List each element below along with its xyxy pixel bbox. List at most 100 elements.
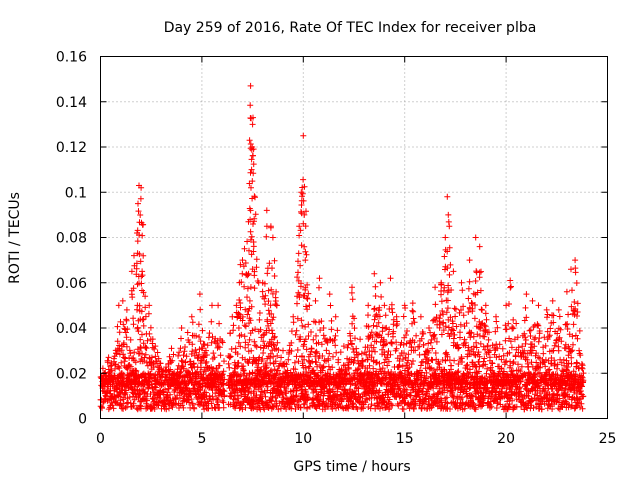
roti-point [406, 364, 413, 371]
roti-point [330, 353, 336, 360]
roti-point [272, 358, 279, 365]
roti-point [305, 321, 312, 328]
roti-point [247, 284, 254, 291]
roti-point [203, 358, 210, 365]
roti-point [136, 251, 143, 258]
roti-point [143, 345, 150, 352]
roti-point [326, 389, 333, 396]
roti-point [316, 403, 323, 410]
roti-point [476, 269, 483, 276]
roti-point [457, 321, 464, 328]
roti-point [247, 102, 254, 109]
roti-point [544, 311, 551, 318]
roti-point [485, 336, 492, 343]
roti-point [236, 405, 243, 412]
roti-point [413, 332, 420, 339]
roti-point [262, 301, 269, 308]
roti-point [329, 364, 336, 371]
roti-point [468, 329, 475, 336]
roti-point [448, 287, 455, 293]
roti-point [410, 315, 417, 322]
roti-point [248, 166, 255, 173]
y-axis-label: ROTI / TECUs [7, 192, 23, 284]
roti-point [420, 391, 426, 398]
roti-point [294, 347, 301, 353]
roti-point [372, 293, 379, 299]
roti-point [265, 343, 272, 350]
roti-point [476, 243, 483, 250]
roti-point [238, 279, 245, 286]
roti-point [470, 333, 477, 340]
roti-point [226, 364, 233, 371]
roti-point [360, 357, 366, 364]
roti-point [134, 406, 141, 413]
roti-point [298, 317, 305, 324]
roti-point [247, 141, 254, 147]
roti-point [197, 368, 204, 375]
roti-point [272, 298, 279, 304]
roti-point [323, 399, 330, 406]
roti-point [126, 347, 133, 354]
roti-point [202, 360, 209, 367]
roti-point [351, 325, 358, 332]
roti-point [372, 283, 379, 290]
roti-point [390, 328, 397, 335]
roti-point [264, 387, 271, 394]
roti-point [187, 389, 194, 396]
roti-point [468, 299, 475, 306]
roti-point [466, 278, 473, 285]
roti-point [446, 244, 453, 251]
roti-point [477, 324, 484, 331]
roti-point [271, 273, 278, 279]
roti-point [109, 402, 116, 409]
roti-point [400, 356, 406, 363]
roti-point [235, 339, 242, 346]
roti-point [516, 384, 523, 391]
roti-point [312, 386, 319, 393]
roti-point [403, 332, 409, 338]
roti-point [462, 342, 469, 349]
roti-point [322, 406, 328, 413]
roti-point [393, 345, 400, 352]
roti-point [445, 324, 452, 331]
x-tick-label: 25 [599, 431, 617, 447]
roti-point [318, 341, 325, 348]
scatter-marks [97, 82, 587, 413]
roti-point [347, 337, 354, 344]
roti-point [189, 400, 196, 407]
roti-point [449, 320, 456, 327]
roti-point [390, 316, 397, 323]
roti-point [249, 327, 256, 334]
roti-point [203, 389, 209, 396]
roti-point [508, 344, 515, 351]
roti-point [267, 350, 274, 357]
roti-point [220, 399, 227, 406]
roti-point [502, 337, 509, 344]
roti-point [216, 362, 223, 369]
roti-point [368, 354, 375, 361]
roti-point [229, 313, 236, 320]
roti-point [300, 132, 307, 139]
roti-point [241, 283, 248, 290]
roti-point [263, 207, 270, 214]
roti-point [249, 121, 256, 128]
roti-point [251, 388, 257, 395]
roti-point [313, 332, 319, 339]
roti-point [260, 332, 267, 339]
roti-point [110, 405, 117, 412]
roti-point [220, 387, 227, 394]
roti-point [301, 356, 308, 363]
roti-point [338, 396, 345, 403]
roti-point [555, 306, 562, 313]
roti-point [381, 349, 388, 356]
roti-point [438, 298, 445, 305]
roti-point [465, 309, 472, 315]
roti-point [294, 315, 301, 322]
roti-point [450, 268, 457, 275]
roti-point [498, 356, 505, 363]
roti-point [137, 212, 144, 218]
roti-point [121, 358, 128, 365]
roti-point [304, 306, 311, 313]
roti-point [291, 359, 298, 366]
roti-point [409, 307, 416, 314]
